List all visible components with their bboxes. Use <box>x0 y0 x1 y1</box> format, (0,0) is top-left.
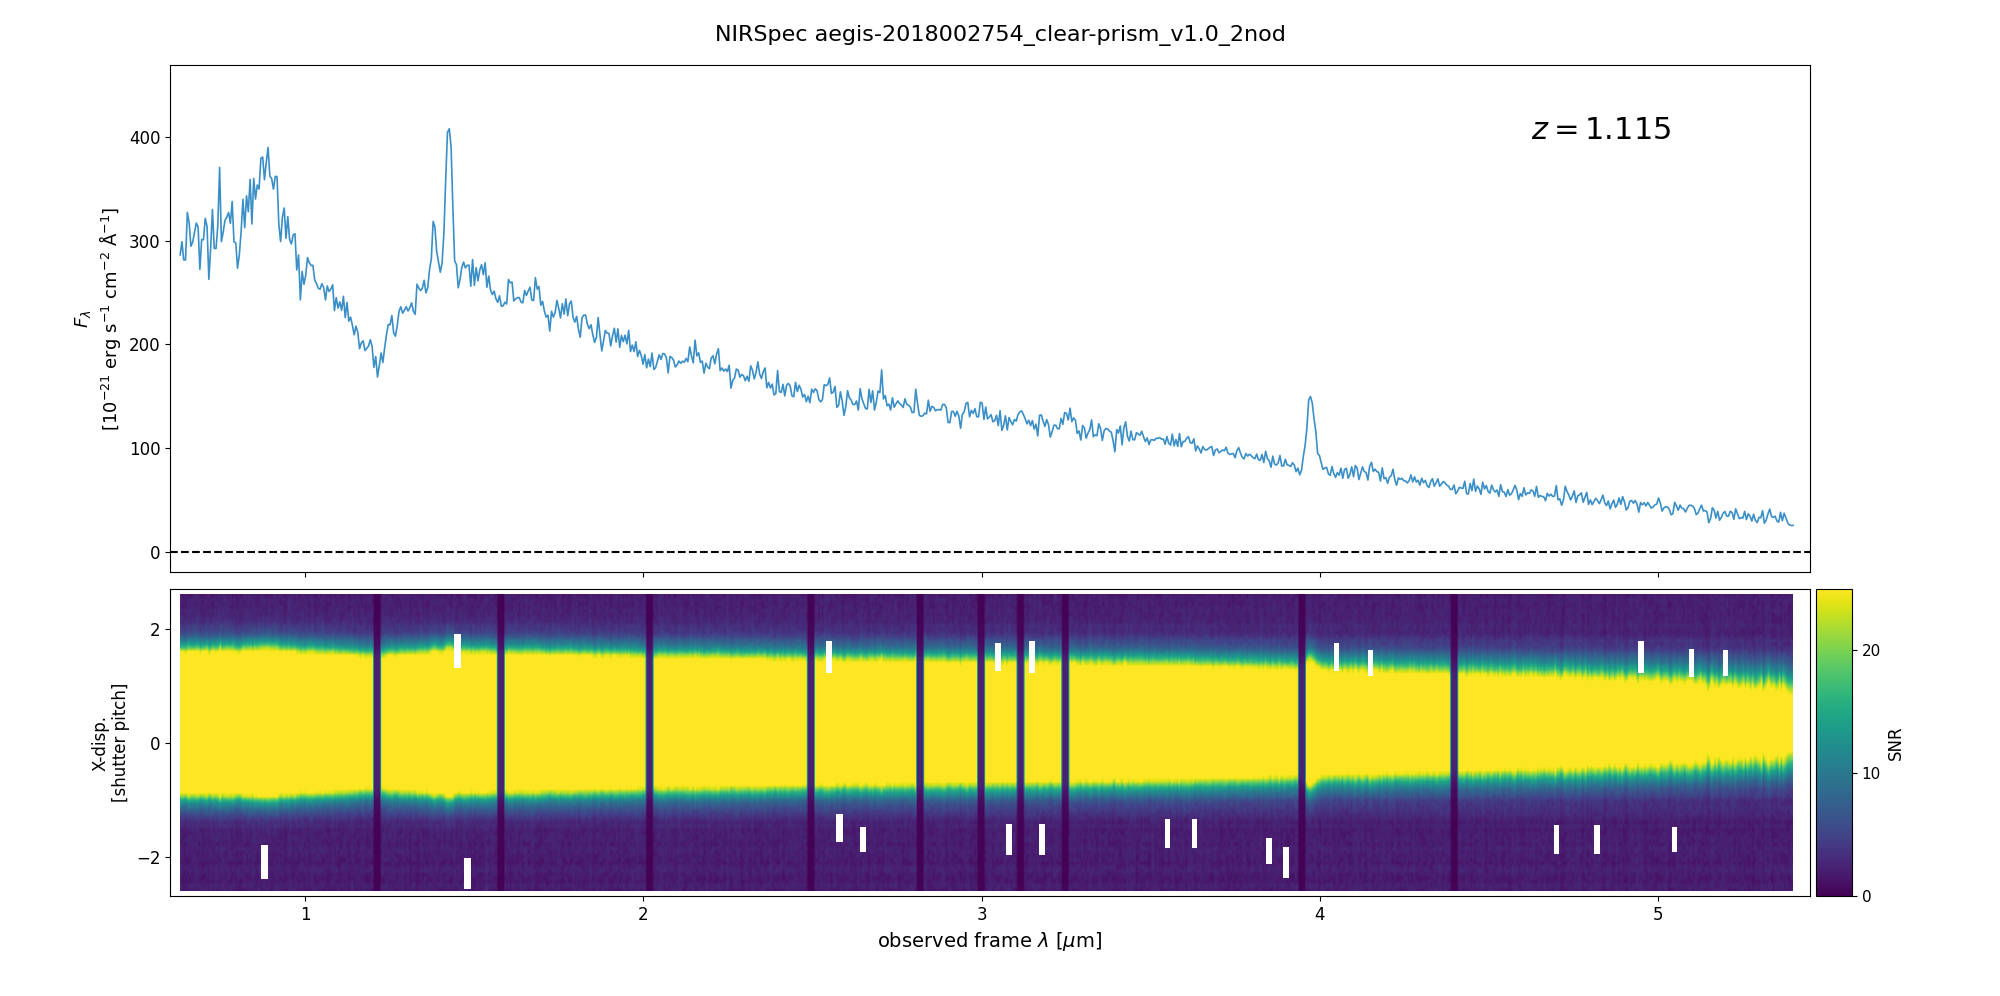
Bar <box>260 846 268 879</box>
Bar <box>1040 824 1046 856</box>
Y-axis label: $F_\lambda$
[$10^{-21}$ erg s$^{-1}$ cm$^{-2}$ Å$^{-1}$]: $F_\lambda$ [$10^{-21}$ erg s$^{-1}$ cm$… <box>74 206 124 430</box>
Bar <box>1006 824 1012 856</box>
Bar <box>860 827 866 853</box>
Bar <box>1030 641 1036 672</box>
X-axis label: observed frame $\lambda$ [$\mu$m]: observed frame $\lambda$ [$\mu$m] <box>878 929 1102 953</box>
Bar <box>1284 847 1288 877</box>
Y-axis label: X-disp.
[shutter pitch]: X-disp. [shutter pitch] <box>92 683 130 802</box>
Bar <box>836 814 842 843</box>
Bar <box>1688 648 1694 677</box>
Text: NIRSpec aegis-2018002754_clear-prism_v1.0_2nod: NIRSpec aegis-2018002754_clear-prism_v1.… <box>714 25 1286 46</box>
Bar <box>1368 650 1374 675</box>
Text: $z = 1.115$: $z = 1.115$ <box>1532 116 1672 144</box>
Bar <box>1594 825 1600 854</box>
Bar <box>826 641 832 672</box>
Bar <box>454 634 462 668</box>
Bar <box>1672 827 1678 853</box>
Bar <box>1266 838 1272 864</box>
Bar <box>1192 820 1198 848</box>
Bar <box>1164 820 1170 848</box>
Bar <box>464 858 472 889</box>
Bar <box>1722 650 1728 675</box>
Bar <box>996 642 1002 671</box>
Bar <box>1554 825 1560 854</box>
Bar <box>1334 642 1340 671</box>
Y-axis label: SNR: SNR <box>1886 725 1904 760</box>
Bar <box>1638 641 1644 672</box>
